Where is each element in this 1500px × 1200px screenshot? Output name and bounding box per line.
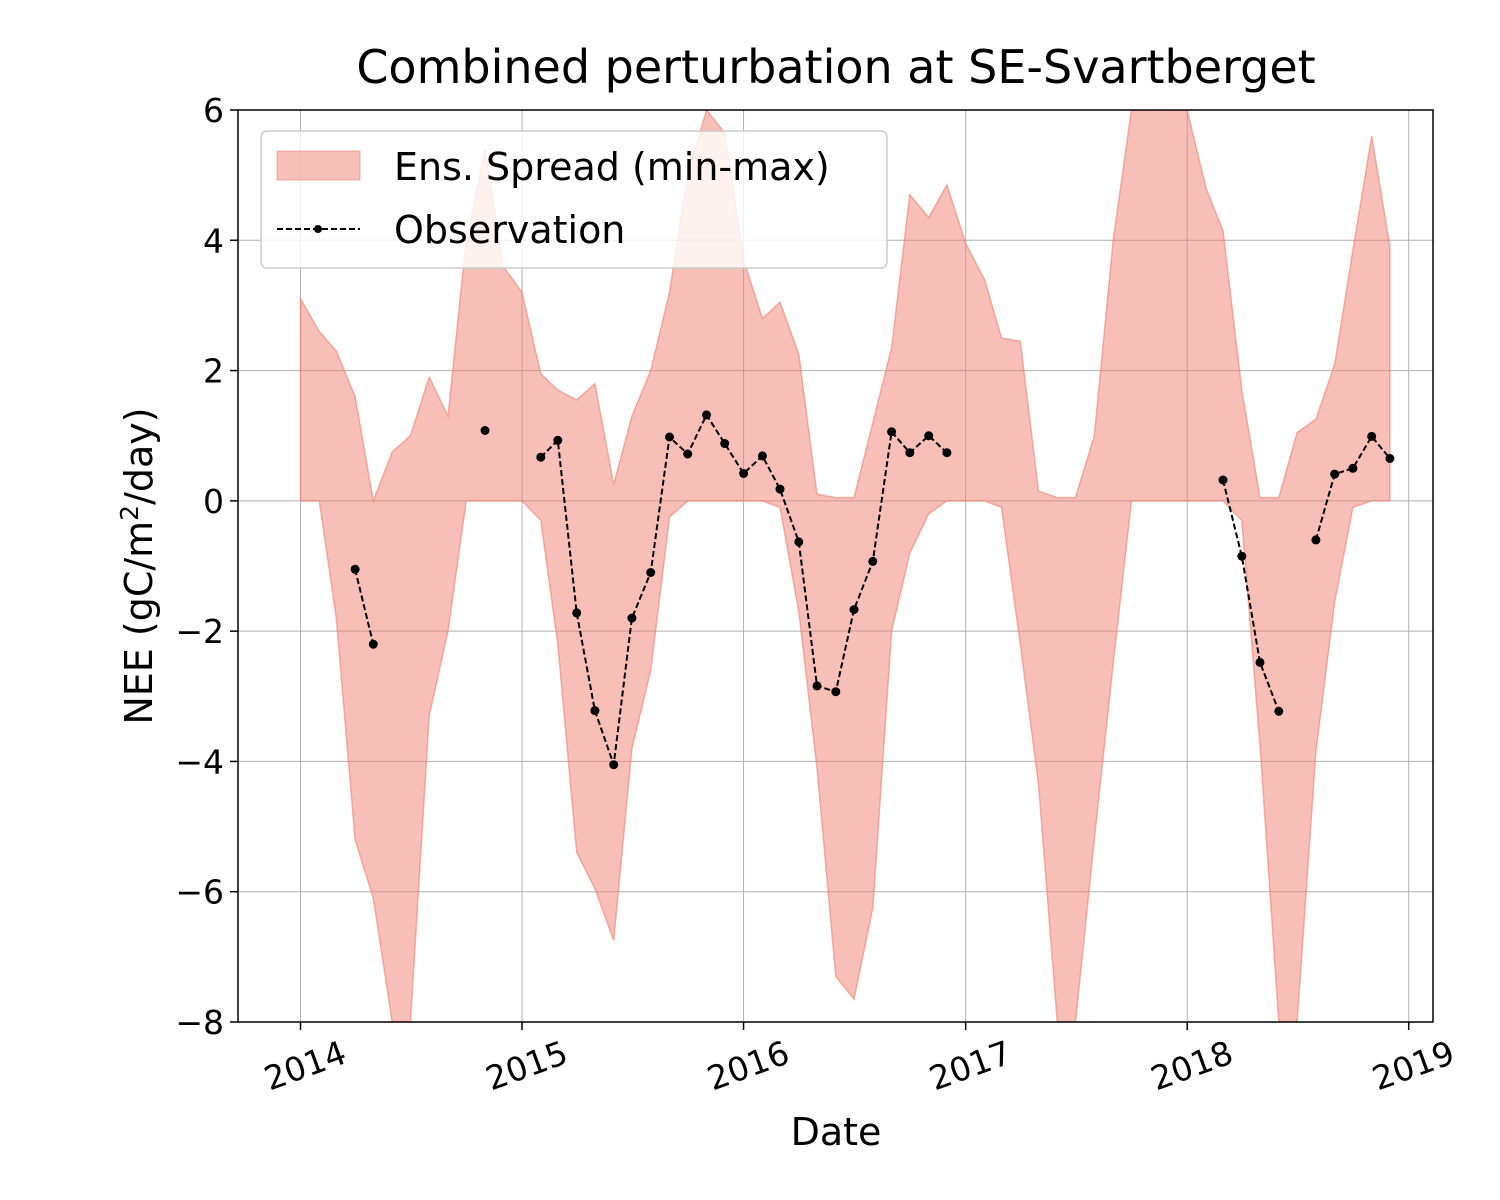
observation-point [924, 431, 934, 441]
observation-point [812, 681, 822, 691]
legend-label-observation: Observation [394, 208, 625, 252]
observation-point [868, 556, 878, 566]
observation-point [1237, 551, 1247, 561]
observation-point [665, 432, 674, 442]
y-axis-ticks: −8 −6 −4 −2 0 2 4 6 [175, 91, 238, 1042]
observation-point [590, 706, 600, 716]
y-tick-label: −4 [175, 742, 224, 781]
observation-point [942, 448, 952, 458]
observation-point [720, 439, 730, 448]
y-axis-label-main: NEE (gC/m [117, 521, 161, 725]
observation-point [350, 564, 360, 574]
x-axis-ticks: 2014 2015 2016 2017 2018 2019 [259, 1022, 1459, 1098]
observation-point [1330, 469, 1340, 479]
x-tick-label: 2017 [924, 1033, 1016, 1098]
legend-swatch-spread [276, 150, 361, 181]
observation-point [1311, 535, 1321, 545]
observation-point [572, 608, 582, 618]
y-axis-label-tail: /day) [117, 407, 161, 505]
y-tick-label: −8 [175, 1003, 224, 1042]
y-tick-label: 4 [203, 221, 224, 260]
legend-label-spread: Ens. Spread (min-max) [394, 145, 830, 189]
y-tick-label: 0 [203, 482, 224, 521]
observation-point [775, 484, 785, 494]
y-tick-label: −2 [175, 612, 224, 651]
legend-box [260, 130, 888, 269]
observation-point [905, 448, 915, 458]
observation-point [1255, 657, 1265, 667]
observation-line [540, 412, 948, 766]
observation-line [354, 569, 375, 645]
x-tick-label: 2019 [1367, 1033, 1459, 1098]
observation-point [757, 451, 767, 461]
observation-point [683, 449, 693, 459]
y-tick-label: 2 [203, 352, 224, 391]
observation-point [1274, 706, 1284, 716]
y-tick-label: 6 [203, 91, 224, 130]
x-tick-label: 2016 [702, 1033, 794, 1098]
plot-frame [237, 109, 1434, 1023]
spread-band [299, 110, 1391, 1022]
observation-point [1348, 463, 1358, 473]
observation-line [1222, 479, 1280, 712]
x-axis-label: Date [791, 1110, 882, 1154]
x-tick-label: 2014 [259, 1033, 351, 1098]
observation-point [794, 537, 804, 547]
observation-point [849, 605, 859, 615]
observation-point [702, 410, 711, 420]
y-axis-label-superscript: 2 [115, 505, 144, 521]
observation-point [627, 613, 637, 623]
observation-point [1385, 454, 1395, 463]
observation-line [1314, 434, 1391, 541]
y-tick-label: −6 [175, 873, 224, 912]
x-tick-label: 2018 [1146, 1033, 1238, 1098]
chart-title: Combined perturbation at SE-Svartberget [356, 40, 1315, 94]
observation-point [831, 687, 841, 697]
observation-point [646, 568, 656, 577]
observation-series [350, 410, 1395, 770]
observation-point [1218, 475, 1228, 485]
legend-marker-observation [314, 225, 322, 233]
observation-point [368, 639, 378, 649]
observation-point [536, 452, 546, 462]
observation-point [887, 427, 897, 437]
observation-point [609, 760, 619, 770]
observation-point [739, 469, 749, 478]
ensemble-spread-band [299, 110, 1391, 1022]
observation-point [480, 426, 490, 435]
x-tick-label: 2015 [481, 1033, 573, 1098]
y-axis-label: NEE (gC/m2/day) [115, 407, 161, 724]
legend: Ens. Spread (min-max) Observation [260, 130, 888, 269]
observation-point [1367, 431, 1377, 441]
observation-point [553, 435, 563, 445]
